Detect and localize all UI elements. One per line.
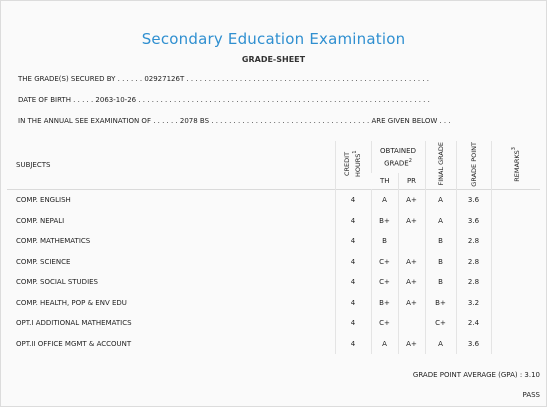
pr-grade-cell: A+ — [397, 272, 425, 293]
grade-point-cell: 2.4 — [455, 313, 491, 334]
final-grade-cell: B+ — [424, 292, 456, 313]
remarks-cell — [490, 251, 540, 272]
credit-cell: 4 — [334, 189, 371, 211]
remarks-cell — [490, 292, 540, 313]
credit-cell: 4 — [334, 272, 371, 293]
table-row: COMP. ENGLISH 4 A A+ A 3.6 — [7, 189, 540, 211]
table-row: COMP. MATHEMATICS 4 B B 2.8 — [7, 231, 540, 252]
grade-point-cell: 3.2 — [455, 292, 491, 313]
table-row: OPT.II OFFICE MGMT & ACCOUNT 4 A A+ A 3.… — [7, 333, 540, 354]
table-row: COMP. SCIENCE 4 C+ A+ B 2.8 — [7, 251, 540, 272]
remarks-header: REMARKS3 — [490, 141, 540, 190]
remarks-cell — [490, 313, 540, 334]
th-grade-cell: C+ — [370, 313, 398, 334]
grades-table: SUBJECTS CREDIT HOURS1 OBTAINED GRADE2 F… — [7, 141, 540, 354]
exam-line: IN THE ANNUAL SEE EXAMINATION OF . . . .… — [18, 117, 451, 125]
subject-cell: COMP. MATHEMATICS — [16, 237, 91, 246]
grade-point-cell: 3.6 — [455, 333, 491, 354]
subject-cell: COMP. NEPALI — [16, 216, 65, 225]
page-title: Secondary Education Examination — [141, 30, 406, 48]
remarks-cell — [490, 231, 540, 252]
obtained-grade-header: OBTAINED GRADE2 — [370, 141, 425, 173]
subject-cell: COMP. HEALTH, POP & ENV EDU — [16, 298, 127, 307]
grade-point-cell: 2.8 — [455, 251, 491, 272]
remarks-cell — [490, 210, 540, 231]
credit-cell: 4 — [334, 292, 371, 313]
final-grade-cell: B — [424, 251, 456, 272]
remarks-cell — [490, 189, 540, 211]
grade-point-cell: 3.6 — [455, 210, 491, 231]
th-grade-cell: B+ — [370, 292, 398, 313]
grade-point-cell: 3.6 — [455, 189, 491, 211]
pr-grade-cell: A+ — [397, 292, 425, 313]
subject-cell: OPT.I ADDITIONAL MATHEMATICS — [16, 319, 132, 328]
th-grade-cell: C+ — [370, 251, 398, 272]
remarks-cell — [490, 272, 540, 293]
table-row: OPT.I ADDITIONAL MATHEMATICS 4 C+ C+ 2.4 — [7, 313, 540, 334]
table-row: COMP. NEPALI 4 B+ A+ A 3.6 — [7, 210, 540, 231]
grade-point-header: GRADE POINT — [455, 141, 491, 190]
page-subtitle: GRADE-SHEET — [241, 55, 306, 64]
result-status: PASS — [522, 391, 540, 399]
pr-grade-cell: A+ — [397, 210, 425, 231]
subject-cell: COMP. ENGLISH — [16, 196, 71, 205]
date-of-birth-line: DATE OF BIRTH . . . . . 2063-10-26 . . .… — [18, 96, 430, 104]
grade-secured-line: THE GRADE(S) SECURED BY . . . . . . 0292… — [18, 75, 429, 83]
final-grade-cell: A — [424, 333, 456, 354]
pr-grade-cell — [397, 231, 425, 252]
pr-grade-cell: A+ — [397, 189, 425, 211]
table-row: COMP. HEALTH, POP & ENV EDU 4 B+ A+ B+ 3… — [7, 292, 540, 313]
th-grade-cell: A — [370, 333, 398, 354]
pr-grade-cell: A+ — [397, 251, 425, 272]
th-grade-cell: B+ — [370, 210, 398, 231]
final-grade-cell: A — [424, 189, 456, 211]
th-grade-cell: B — [370, 231, 398, 252]
grade-point-cell: 2.8 — [455, 272, 491, 293]
credit-hours-header: CREDIT HOURS1 — [334, 141, 371, 190]
remarks-cell — [490, 333, 540, 354]
final-grade-header: FINAL GRADE — [424, 141, 456, 190]
th-grade-cell: C+ — [370, 272, 398, 293]
subject-cell: OPT.II OFFICE MGMT & ACCOUNT — [16, 339, 132, 348]
th-grade-cell: A — [370, 189, 398, 211]
final-grade-cell: B — [424, 272, 456, 293]
credit-cell: 4 — [334, 333, 371, 354]
final-grade-cell: A — [424, 210, 456, 231]
credit-cell: 4 — [334, 313, 371, 334]
final-grade-cell: C+ — [424, 313, 456, 334]
gpa-summary: GRADE POINT AVERAGE (GPA) : 3.10 — [412, 371, 540, 379]
table-row: COMP. SOCIAL STUDIES 4 C+ A+ B 2.8 — [7, 272, 540, 293]
final-grade-cell: B — [424, 231, 456, 252]
subject-cell: COMP. SCIENCE — [16, 257, 71, 266]
pr-grade-cell: A+ — [397, 333, 425, 354]
subjects-header: SUBJECTS — [16, 161, 51, 169]
th-header: TH — [380, 177, 390, 185]
credit-cell: 4 — [334, 231, 371, 252]
credit-cell: 4 — [334, 251, 371, 272]
credit-cell: 4 — [334, 210, 371, 231]
pr-header: PR — [397, 173, 425, 190]
subject-cell: COMP. SOCIAL STUDIES — [16, 278, 99, 287]
grade-point-cell: 2.8 — [455, 231, 491, 252]
pr-grade-cell — [397, 313, 425, 334]
